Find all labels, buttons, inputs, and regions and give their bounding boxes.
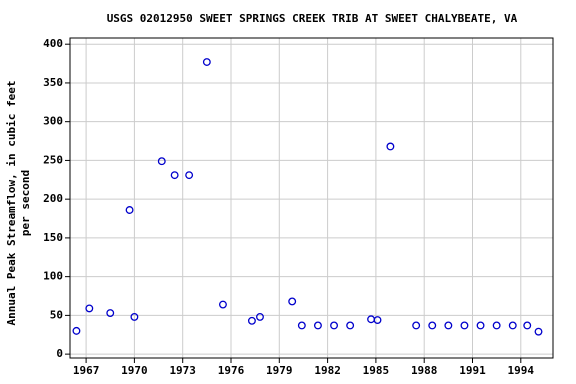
data-point	[373, 316, 382, 324]
data-point	[386, 142, 395, 151]
x-tick-label: 1967	[73, 364, 100, 377]
y-tick-label: 400	[43, 37, 63, 50]
data-point	[313, 321, 322, 330]
data-point	[508, 321, 517, 330]
y-tick-label: 250	[43, 153, 63, 166]
y-tick-label: 300	[43, 115, 63, 128]
data-point	[346, 321, 355, 330]
y-axis-label: per second	[19, 170, 32, 236]
x-tick-label: 1973	[169, 364, 196, 377]
y-tick-label: 150	[43, 231, 63, 244]
data-point	[476, 321, 485, 330]
data-point	[288, 297, 297, 306]
data-point	[202, 58, 211, 66]
x-tick-label: 1970	[121, 364, 148, 377]
y-tick-label: 200	[43, 192, 63, 205]
data-point	[297, 321, 306, 330]
data-point	[534, 327, 543, 336]
x-tick-label: 1976	[218, 364, 245, 377]
data-point	[85, 304, 94, 313]
x-tick-label: 1985	[363, 364, 390, 377]
chart-title: USGS 02012950 SWEET SPRINGS CREEK TRIB A…	[107, 12, 518, 25]
data-point	[256, 312, 264, 321]
x-tick-label: 1979	[266, 364, 293, 377]
data-point	[412, 321, 421, 330]
x-tick-label: 1991	[459, 364, 486, 377]
data-point	[125, 206, 134, 214]
data-point	[492, 321, 501, 330]
x-tick-label: 1988	[411, 364, 438, 377]
data-point	[72, 326, 81, 335]
y-tick-label: 100	[43, 270, 63, 283]
data-point	[523, 321, 532, 330]
data-point	[247, 316, 256, 325]
data-point	[444, 321, 453, 330]
data-point	[106, 309, 115, 318]
data-point	[330, 321, 338, 330]
data-point	[428, 321, 437, 330]
x-tick-label: 1982	[314, 364, 341, 377]
data-point	[218, 300, 227, 309]
data-point	[460, 321, 469, 330]
data-point	[185, 171, 194, 180]
y-tick-label: 350	[43, 76, 63, 89]
y-axis-label: Annual Peak Streamflow, in cubic feet	[5, 80, 18, 325]
data-point	[170, 171, 179, 180]
y-tick-label: 50	[50, 308, 63, 321]
y-tick-label: 0	[56, 347, 63, 360]
plot-frame	[69, 37, 554, 359]
data-point	[157, 157, 166, 166]
x-tick-label: 1994	[508, 364, 535, 377]
data-point	[130, 312, 139, 321]
